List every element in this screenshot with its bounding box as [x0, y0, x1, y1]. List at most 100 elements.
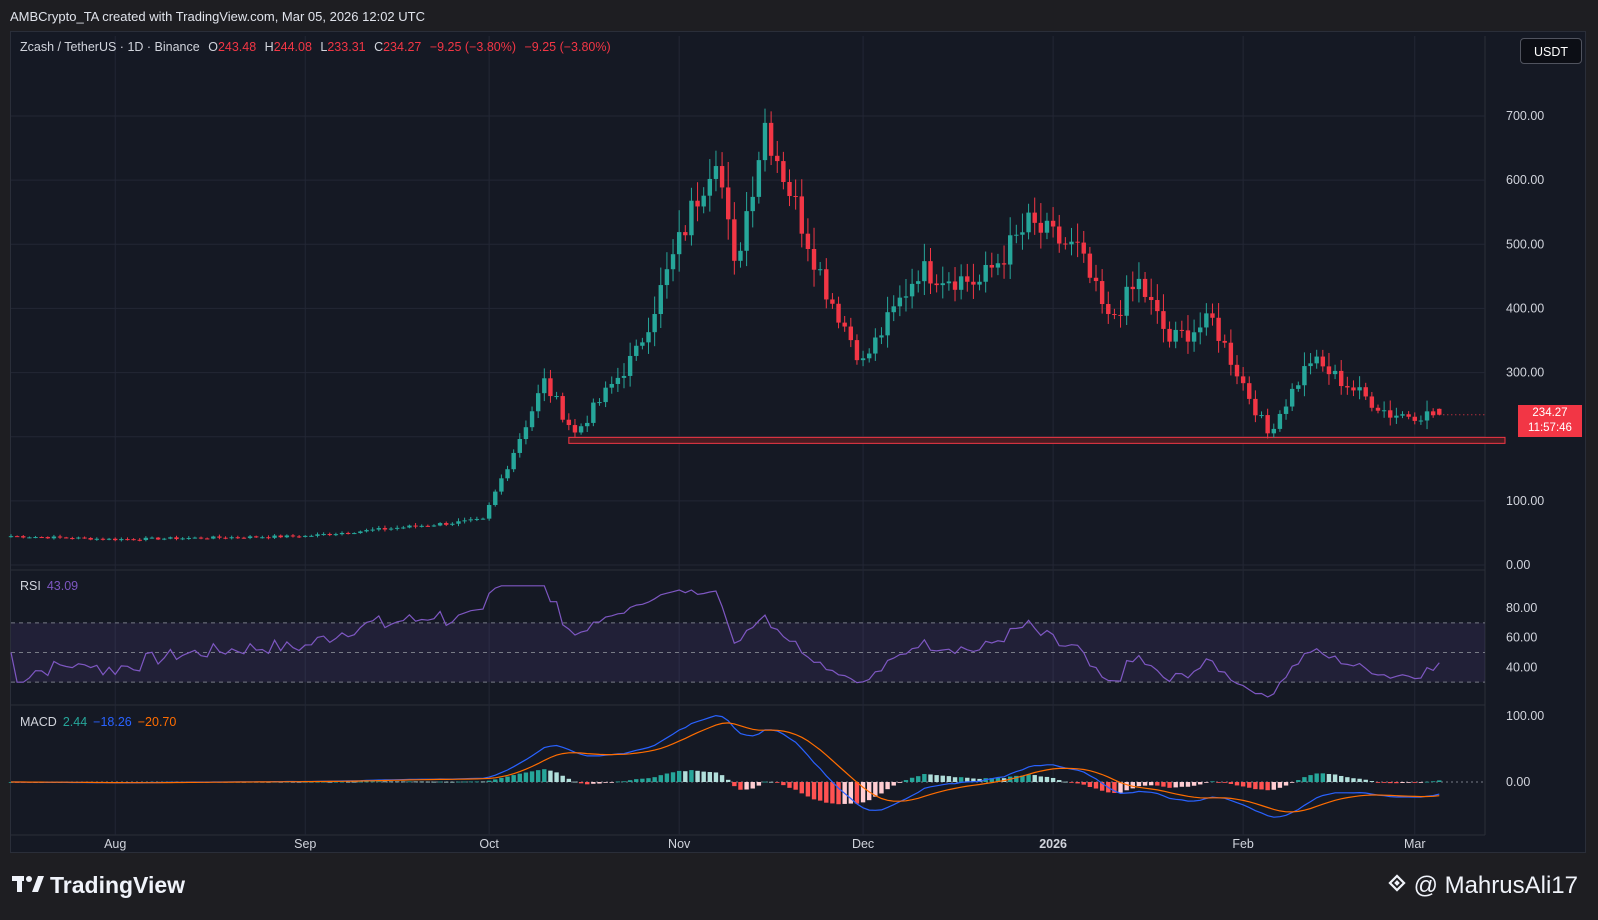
candle-body — [983, 264, 988, 282]
candle-body — [909, 283, 915, 297]
candle-body — [701, 195, 706, 207]
macd-hist-bar — [388, 781, 394, 783]
macd-hist-bar — [560, 775, 565, 782]
candle-body — [76, 537, 81, 539]
macd-hist-bar — [609, 782, 614, 783]
candle-body — [486, 505, 492, 519]
macd-hist-bar — [683, 771, 688, 782]
candle-body — [1289, 388, 1295, 407]
candle-body — [413, 525, 418, 527]
macd-hist-bar — [431, 781, 437, 783]
macd-hist-bar — [1063, 781, 1068, 783]
candle-body — [284, 535, 290, 538]
macd-hist-bar — [1265, 782, 1270, 791]
candle-body — [241, 537, 247, 539]
candle-body — [1302, 366, 1307, 386]
time-tick-label: Nov — [668, 837, 691, 851]
candle-body — [382, 528, 388, 530]
macd-hist-bar — [805, 782, 811, 797]
macd-hist-bar — [523, 772, 529, 782]
candle-body — [989, 264, 994, 268]
candle-body — [958, 276, 964, 290]
candle-body — [1271, 428, 1276, 434]
candle-body — [836, 303, 841, 323]
candle-body — [143, 537, 149, 540]
macd-hist-bar — [1400, 782, 1405, 783]
candle-body — [235, 537, 241, 539]
macd-legend[interactable]: MACD 2.44 −18.26 −20.70 — [20, 715, 176, 729]
candle-body — [401, 527, 406, 529]
rsi-legend[interactable]: RSI 43.09 — [20, 579, 78, 593]
macd-hist-bar — [707, 772, 713, 782]
time-tick-label: Mar — [1404, 837, 1426, 851]
candle-body — [315, 534, 320, 536]
candle-body — [468, 519, 473, 521]
candle-body — [260, 537, 265, 539]
candle-body — [977, 281, 982, 285]
candle-body — [1167, 328, 1172, 342]
candle-body — [474, 518, 480, 520]
candle-body — [321, 534, 326, 536]
macd-line — [11, 714, 1440, 818]
macd-hist-bar — [701, 771, 706, 782]
macd-label: MACD — [20, 715, 57, 729]
candle-body — [229, 537, 234, 539]
candle-body — [627, 355, 633, 376]
candle-body — [155, 537, 161, 540]
candle-body — [928, 261, 933, 284]
time-tick-label: Oct — [479, 837, 499, 851]
macd-hist-bar — [1345, 777, 1350, 782]
candle-body — [1210, 313, 1215, 318]
candle-body — [830, 299, 835, 304]
candle-body — [309, 535, 314, 537]
candle-body — [1142, 278, 1148, 297]
candle-body — [149, 537, 155, 539]
currency-button[interactable]: USDT — [1520, 38, 1582, 64]
candle-body — [738, 250, 743, 261]
macd-hist-bar — [1314, 773, 1319, 782]
high-label: H — [264, 40, 274, 54]
candle-body — [664, 269, 670, 286]
candle-body — [352, 533, 357, 535]
macd-hist-bar — [352, 781, 357, 783]
candle-body — [879, 335, 884, 338]
candle-body — [548, 378, 553, 397]
candle-body — [781, 161, 786, 182]
candle-body — [566, 419, 572, 426]
macd-hist-bar — [928, 774, 933, 782]
candle-body — [39, 537, 44, 539]
macd-hist-bar — [658, 775, 663, 782]
candle-body — [14, 536, 20, 538]
candle-body — [186, 537, 191, 539]
candle-body — [1430, 411, 1436, 416]
macd-hist-bar — [505, 776, 510, 782]
macd-hist-bar — [517, 773, 522, 782]
candle-body — [603, 387, 608, 403]
candle-body — [1424, 411, 1430, 421]
macd-hist-bar — [1069, 782, 1074, 783]
candle-body — [995, 263, 1001, 268]
macd-hist-bar — [615, 781, 621, 783]
candle-body — [376, 528, 381, 530]
candle-body — [425, 525, 431, 527]
macd-hist-bar — [401, 781, 406, 783]
candle-body — [88, 538, 93, 540]
candle-body — [768, 122, 774, 156]
candle-body — [971, 281, 976, 285]
candle-body — [634, 345, 639, 356]
macd-hist-bar — [1099, 782, 1105, 791]
candle-body — [1418, 420, 1424, 422]
macd-hist-bar — [627, 780, 633, 782]
candle-body — [480, 518, 486, 520]
macd-hist-bar — [719, 775, 725, 782]
bar-countdown: 11:57:46 — [1528, 422, 1572, 434]
tradingview-logo[interactable]: TradingView — [12, 872, 185, 900]
macd-hist-bar — [1228, 782, 1234, 784]
candle-body — [946, 281, 952, 284]
macd-hist-bar — [1320, 773, 1326, 782]
macd-hist-bar — [1142, 782, 1148, 786]
symbol-name[interactable]: Zcash / TetherUS · 1D · Binance — [20, 40, 200, 54]
macd-hist-bar — [376, 781, 381, 783]
macd-hist-bar — [1198, 782, 1203, 785]
